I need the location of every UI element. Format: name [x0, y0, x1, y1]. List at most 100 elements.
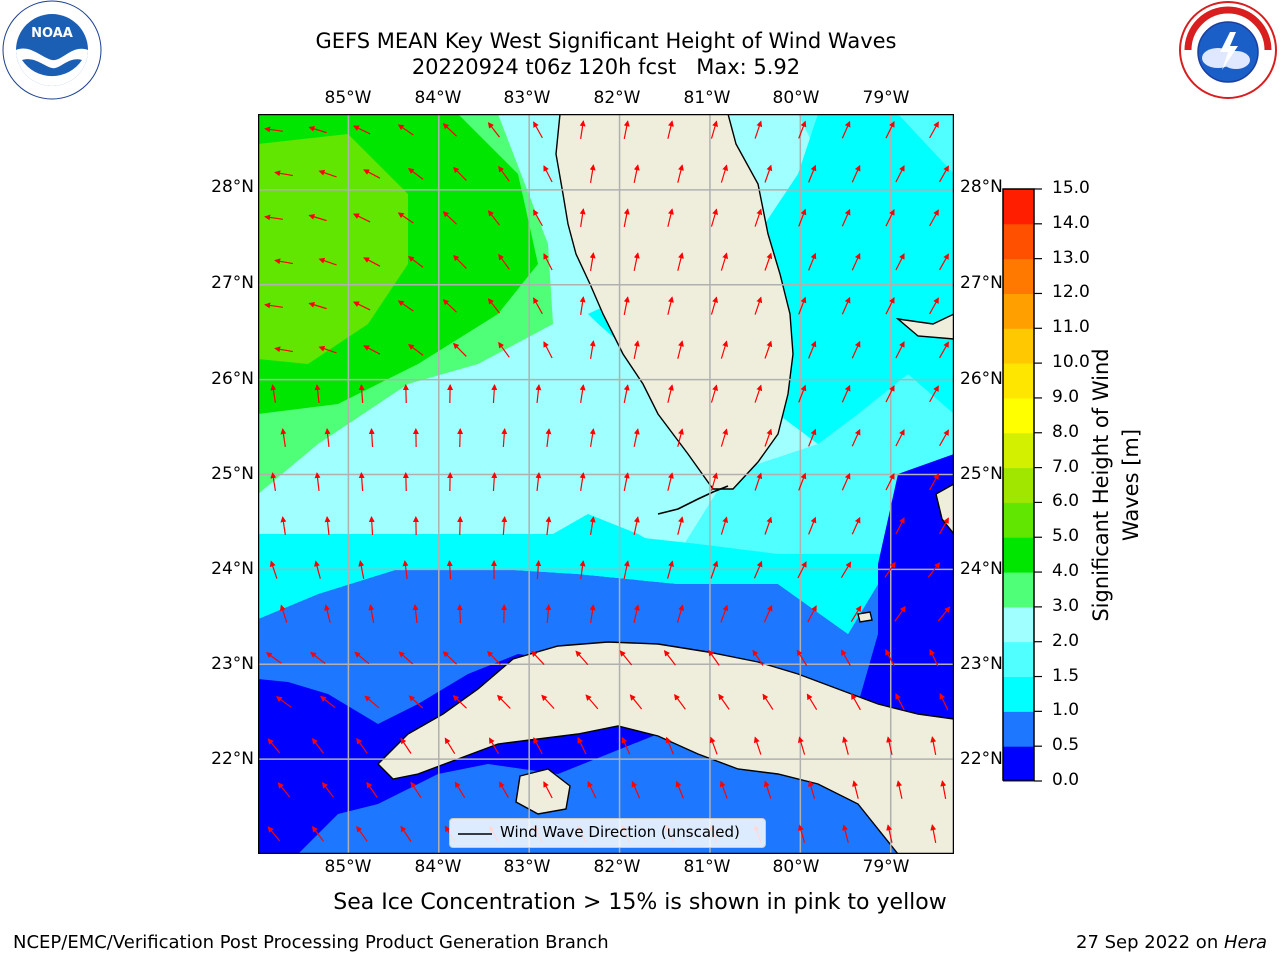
wave-direction-arrow [264, 214, 283, 221]
wave-direction-arrow [457, 516, 464, 536]
lon-label-top: 85°W [324, 88, 372, 108]
wave-direction-arrow [623, 560, 630, 579]
wave-direction-arrow [267, 826, 281, 842]
wave-direction-arrow [710, 208, 718, 227]
wave-direction-arrow [535, 560, 542, 580]
wave-direction-arrow [851, 340, 861, 359]
wave-direction-arrow [886, 824, 893, 843]
wave-direction-arrow [533, 297, 543, 315]
wave-direction-arrow [939, 253, 949, 271]
wave-direction-arrow [366, 781, 378, 798]
colorbar-tick-label: 7.0 [1052, 456, 1080, 477]
band-1.0-1.5 [258, 114, 954, 634]
wave-direction-arrow [264, 126, 283, 133]
colorbar-tick-label: 1.5 [1052, 665, 1080, 686]
wave-direction-arrow [407, 168, 424, 180]
lon-label-bottom: 84°W [414, 857, 462, 877]
map-gridlines [258, 114, 954, 854]
wave-direction-arrow [318, 345, 337, 354]
wave-direction-arrow [619, 650, 633, 666]
lat-label-right: 28°N [960, 177, 1003, 197]
wave-direction-arrow [400, 737, 412, 754]
wave-direction-arrow [930, 736, 937, 755]
wave-direction-arrow [851, 693, 861, 711]
wave-direction-arrow [633, 604, 640, 623]
wave-direction-arrow [579, 560, 586, 579]
wave-direction-arrow [535, 472, 542, 492]
credit-text: NCEP/EMC/Verification Post Processing Pr… [13, 932, 609, 953]
wave-direction-arrow [356, 737, 368, 754]
wave-direction-arrow [579, 120, 586, 139]
wave-direction-arrow [674, 693, 686, 710]
colorbar-tick-label: 14.0 [1052, 212, 1090, 233]
lat-label-left: 28°N [211, 177, 254, 197]
wave-direction-arrow [585, 694, 599, 710]
wave-direction-arrow [533, 121, 543, 139]
wave-direction-arrow [579, 472, 586, 491]
wave-direction-arrow [311, 738, 324, 754]
colorbar-tick-marks [1034, 188, 1042, 782]
lon-label-bottom: 81°W [683, 857, 731, 877]
wave-direction-arrow [930, 824, 937, 843]
wave-direction-arrow [623, 296, 630, 315]
wave-direction-arrow [589, 604, 596, 623]
colorbar-tick-label: 0.5 [1052, 735, 1080, 756]
noaa-logo-icon: NOAA [2, 0, 102, 100]
wave-direction-arrow [895, 517, 905, 535]
wave-direction-arrow [487, 122, 500, 138]
wave-direction-arrow [577, 737, 587, 755]
lat-label-left: 27°N [211, 273, 254, 293]
wave-direction-arrow [324, 516, 331, 536]
wave-direction-arrow [937, 606, 951, 622]
wave-direction-arrow [407, 256, 424, 268]
wave-direction-arrow [545, 516, 552, 536]
colorbar-title-line2: Waves [m] [1119, 428, 1143, 542]
lat-label-right: 25°N [960, 464, 1003, 484]
wave-direction-arrow [754, 208, 763, 227]
wave-direction-arrow [280, 428, 287, 447]
wave-direction-arrow [841, 472, 851, 491]
colorbar-segment [1003, 676, 1034, 712]
wave-direction-arrow [851, 252, 861, 271]
wave-direction-arrow [269, 560, 278, 579]
wave-direction-arrow [408, 695, 424, 709]
wave-direction-arrow [314, 560, 321, 579]
wave-direction-arrow [633, 164, 640, 183]
wave-direction-arrow [710, 296, 718, 315]
wave-direction-arrow [842, 736, 849, 755]
colorbar-tick-label: 11.0 [1052, 317, 1090, 338]
wave-direction-arrow [895, 341, 905, 359]
wave-direction-arrow [940, 780, 947, 799]
wave-direction-arrow [368, 428, 375, 448]
wave-direction-arrow [400, 825, 412, 842]
lat-label-right: 23°N [960, 654, 1003, 674]
wave-direction-arrow [442, 211, 457, 225]
wave-direction-arrow [929, 385, 939, 403]
wave-direction-arrow [841, 384, 851, 403]
lat-label-right: 26°N [960, 369, 1003, 389]
wave-direction-arrow [633, 340, 640, 359]
wave-direction-arrow [274, 170, 293, 177]
wave-direction-arrow [311, 826, 324, 842]
wave-direction-arrow [808, 252, 817, 271]
wave-direction-arrow [363, 169, 381, 179]
colorbar-tick-label: 8.0 [1052, 421, 1080, 442]
wave-direction-arrow [275, 696, 292, 708]
wave-direction-arrow [763, 604, 773, 623]
wave-direction-arrow [452, 342, 467, 357]
wave-direction-arrow [764, 428, 773, 447]
colorbar-tick-label: 9.0 [1052, 386, 1080, 407]
wave-direction-arrow [764, 340, 773, 359]
colorbar-tick-label: 4.0 [1052, 561, 1080, 582]
wave-direction-arrow [720, 340, 729, 359]
lat-label-right: 27°N [960, 273, 1003, 293]
lon-label-bottom: 85°W [324, 857, 372, 877]
wave-direction-arrow [533, 209, 543, 227]
wave-direction-arrow [677, 516, 684, 535]
date-stamp: 27 Sep 2022 on Hera [1076, 932, 1267, 953]
wave-direction-arrow [579, 296, 586, 315]
wave-direction-arrow [541, 694, 555, 710]
wave-direction-arrow [308, 125, 327, 134]
wave-direction-arrow [710, 384, 718, 403]
wave-direction-arrow [274, 258, 293, 265]
